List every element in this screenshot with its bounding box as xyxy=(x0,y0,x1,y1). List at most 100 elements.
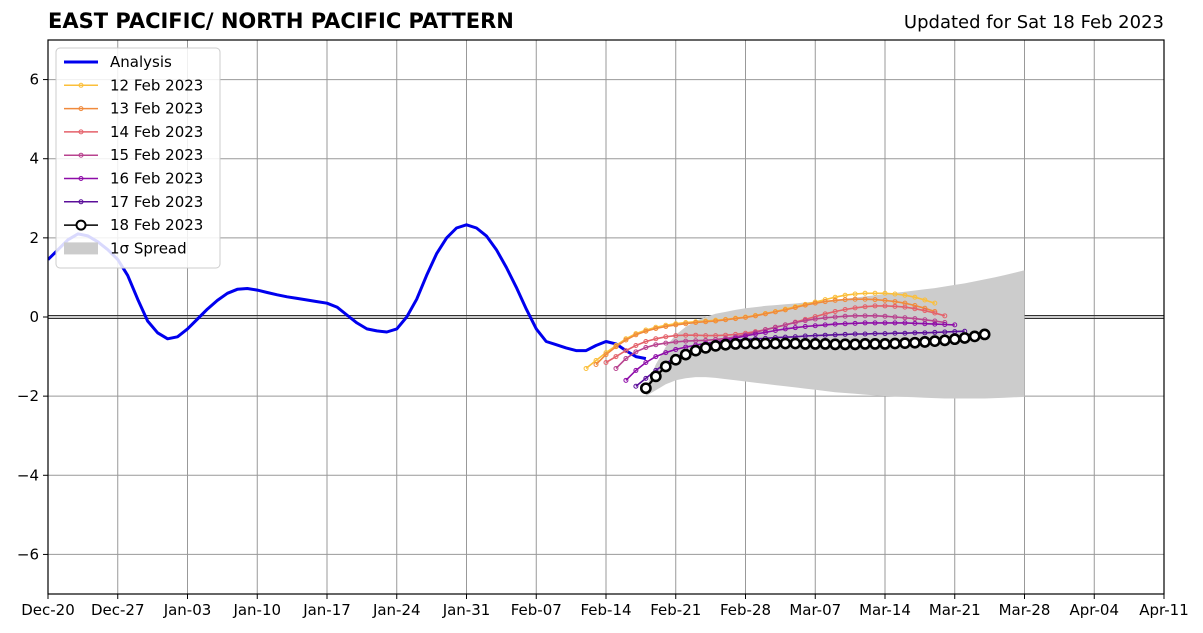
data-point xyxy=(683,332,689,338)
data-point xyxy=(892,291,898,297)
data-point xyxy=(683,321,689,327)
data-point xyxy=(902,330,908,336)
legend-marker xyxy=(78,152,84,158)
series-analysis xyxy=(48,223,647,361)
data-point xyxy=(703,333,709,339)
data-point xyxy=(649,370,662,383)
series-line xyxy=(48,223,647,361)
series-line xyxy=(625,322,955,381)
data-point xyxy=(922,330,928,336)
x-tick-label: Jan-17 xyxy=(302,601,351,619)
data-point xyxy=(912,320,918,326)
legend-label: 15 Feb 2023 xyxy=(110,146,203,164)
legend-swatch xyxy=(64,242,98,255)
data-point xyxy=(862,304,868,310)
data-point xyxy=(822,315,828,321)
data-point xyxy=(912,330,918,336)
data-point xyxy=(623,348,629,354)
data-point xyxy=(819,338,832,350)
data-point xyxy=(769,337,782,350)
data-point xyxy=(663,334,669,340)
data-point xyxy=(849,338,862,351)
data-point xyxy=(822,332,828,338)
data-point xyxy=(852,291,858,297)
data-point xyxy=(872,320,878,326)
data-point xyxy=(799,338,812,350)
data-point xyxy=(912,306,918,312)
data-point xyxy=(832,332,838,338)
data-point xyxy=(862,320,868,326)
data-point xyxy=(603,360,609,366)
data-point xyxy=(663,350,669,356)
legend-marker xyxy=(78,199,84,205)
legend-box xyxy=(55,47,221,269)
x-tick-label: Feb-28 xyxy=(720,601,771,619)
data-point xyxy=(623,356,629,362)
data-point xyxy=(922,308,928,314)
series-16-feb-2023 xyxy=(623,320,958,383)
data-point xyxy=(723,317,729,323)
data-point xyxy=(812,333,818,339)
data-point xyxy=(928,335,941,348)
data-point xyxy=(693,320,699,326)
data-point xyxy=(852,305,858,311)
data-point xyxy=(879,338,891,350)
data-point xyxy=(902,315,908,321)
x-tick-label: Feb-14 xyxy=(580,601,631,619)
data-point xyxy=(643,344,649,350)
data-point xyxy=(872,331,878,337)
data-point xyxy=(693,332,699,338)
legend-label: 17 Feb 2023 xyxy=(110,193,203,211)
data-point xyxy=(663,323,669,329)
data-point xyxy=(603,352,609,358)
updated-label: Updated for Sat 18 Feb 2023 xyxy=(903,12,1164,33)
data-point xyxy=(912,303,918,309)
data-point xyxy=(832,294,838,300)
data-point xyxy=(862,296,868,302)
y-tick-label: −6 xyxy=(17,545,39,563)
data-point xyxy=(912,316,918,322)
data-point xyxy=(739,337,752,350)
data-point xyxy=(952,322,958,328)
data-point xyxy=(932,329,938,335)
legend-label: 13 Feb 2023 xyxy=(110,100,203,118)
data-point xyxy=(673,346,679,352)
data-point xyxy=(643,339,649,345)
data-point xyxy=(932,300,938,306)
series-18-feb-2023 xyxy=(639,328,991,395)
data-point xyxy=(882,331,888,337)
data-point xyxy=(673,333,679,339)
data-point xyxy=(922,297,928,303)
data-point xyxy=(723,332,729,338)
data-point xyxy=(832,314,838,320)
data-point xyxy=(899,337,911,350)
data-point xyxy=(743,314,748,320)
data-point xyxy=(932,310,938,316)
data-point xyxy=(809,338,822,350)
data-point xyxy=(842,306,848,312)
data-point xyxy=(812,300,818,306)
data-point xyxy=(673,322,679,328)
legend-label: 1σ Spread xyxy=(110,239,187,257)
data-point xyxy=(792,305,798,311)
data-point xyxy=(633,367,639,373)
y-tick-label: 4 xyxy=(29,150,39,168)
data-point xyxy=(653,342,659,348)
data-point xyxy=(643,360,649,366)
plot-layer xyxy=(48,223,1164,399)
data-point xyxy=(902,320,908,326)
data-point xyxy=(918,336,931,348)
legend-label: 16 Feb 2023 xyxy=(110,170,203,188)
x-tick-label: Dec-20 xyxy=(21,601,75,619)
data-point xyxy=(822,322,828,328)
data-point xyxy=(839,338,852,351)
data-point xyxy=(653,325,659,331)
data-point xyxy=(802,323,808,329)
data-point xyxy=(752,331,758,337)
data-point xyxy=(968,330,981,343)
data-point xyxy=(772,309,778,315)
data-point xyxy=(762,311,768,317)
x-tick-label: Mar-14 xyxy=(859,601,911,619)
